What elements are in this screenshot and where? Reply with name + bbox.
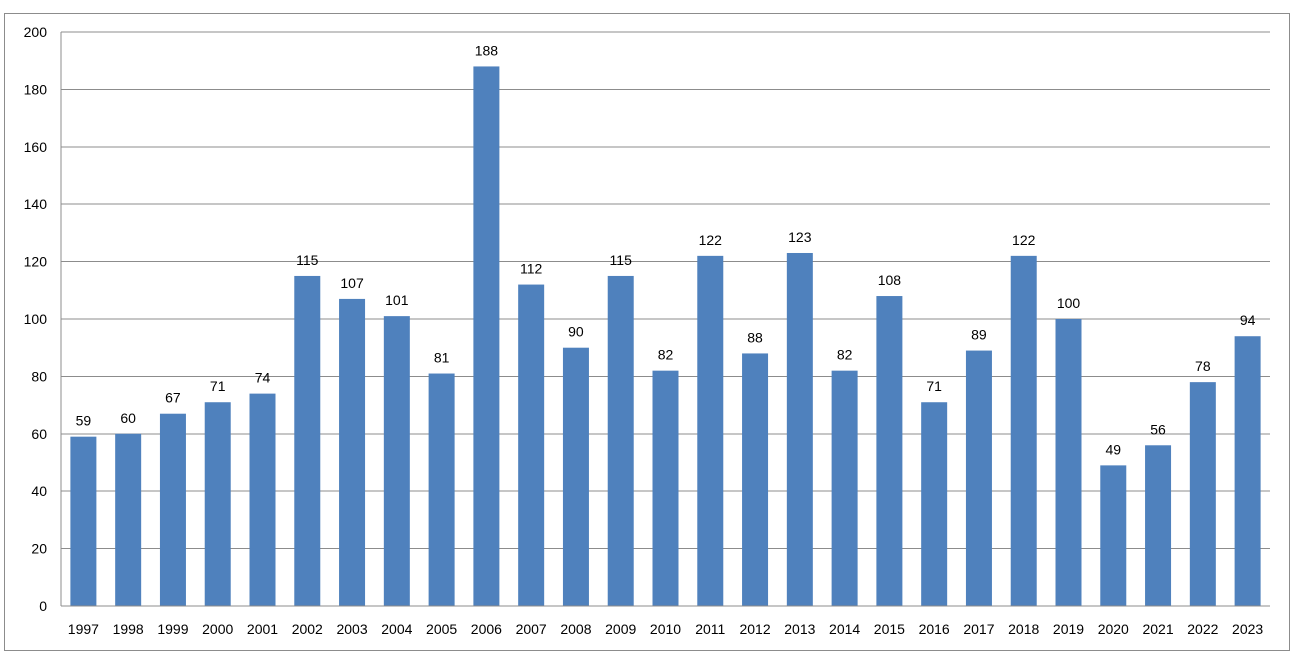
bar	[473, 66, 500, 606]
y-tick-label: 20	[31, 541, 47, 557]
bar	[1055, 319, 1082, 606]
data-label: 188	[475, 42, 499, 58]
y-tick-label: 40	[31, 483, 47, 499]
bar	[1010, 255, 1037, 607]
y-tick-label: 140	[24, 196, 48, 212]
y-tick-label: 100	[24, 311, 48, 327]
x-tick-label: 2018	[1008, 621, 1039, 637]
data-label: 101	[385, 292, 409, 308]
x-tick-label: 2002	[292, 621, 323, 637]
data-label: 115	[296, 252, 319, 268]
data-label: 71	[210, 378, 226, 394]
y-tick-label: 80	[31, 368, 47, 384]
bar	[518, 284, 545, 606]
x-tick-label: 2011	[695, 621, 725, 637]
x-tick-label: 2004	[381, 621, 412, 637]
data-label: 67	[165, 390, 181, 406]
bar	[1100, 465, 1127, 606]
x-tick-label: 2008	[560, 621, 591, 637]
y-tick-label: 160	[24, 139, 48, 155]
bar	[921, 402, 948, 606]
data-label: 88	[747, 329, 763, 345]
x-tick-label: 2022	[1187, 621, 1218, 637]
x-tick-label: 2016	[919, 621, 950, 637]
y-tick-label: 180	[24, 81, 48, 97]
x-tick-label: 2017	[963, 621, 994, 637]
data-label: 112	[520, 261, 543, 277]
bar	[652, 370, 679, 606]
x-tick-label: 1999	[157, 621, 188, 637]
data-label: 78	[1195, 358, 1211, 374]
data-label: 100	[1057, 295, 1081, 311]
data-label: 94	[1240, 312, 1256, 328]
x-tick-label: 2021	[1142, 621, 1173, 637]
y-tick-label: 200	[24, 24, 48, 40]
bar	[1189, 382, 1216, 606]
data-label: 71	[926, 378, 942, 394]
x-tick-label: 2007	[516, 621, 547, 637]
x-tick-label: 2015	[874, 621, 905, 637]
bar	[562, 347, 589, 606]
x-tick-label: 2009	[605, 621, 636, 637]
data-label: 122	[699, 232, 723, 248]
x-tick-label: 2000	[202, 621, 233, 637]
x-tick-label: 2014	[829, 621, 860, 637]
data-label: 49	[1105, 441, 1121, 457]
x-tick-label: 2013	[784, 621, 815, 637]
y-tick-label: 120	[24, 254, 48, 270]
data-label: 82	[658, 347, 674, 363]
bar	[965, 350, 992, 606]
bar	[159, 413, 186, 606]
x-tick-label: 2019	[1053, 621, 1084, 637]
bar	[1145, 445, 1172, 606]
data-label: 108	[878, 272, 902, 288]
bar	[339, 298, 366, 606]
data-label: 90	[568, 324, 584, 340]
data-label: 82	[837, 347, 853, 363]
data-label: 107	[340, 275, 364, 291]
data-label: 74	[255, 370, 271, 386]
data-label: 122	[1012, 232, 1036, 248]
x-tick-label: 2003	[336, 621, 367, 637]
data-label: 56	[1150, 421, 1166, 437]
bar	[697, 255, 724, 607]
x-tick-label: 2001	[247, 621, 278, 637]
bar	[383, 316, 410, 606]
bar	[70, 436, 97, 606]
data-label: 115	[610, 252, 633, 268]
data-label: 123	[788, 229, 812, 245]
x-tick-label: 1998	[113, 621, 144, 637]
y-tick-label: 0	[39, 598, 47, 614]
data-label: 89	[971, 327, 987, 343]
bar	[742, 353, 769, 606]
x-tick-label: 2005	[426, 621, 457, 637]
bar	[249, 393, 276, 606]
data-label: 81	[434, 350, 450, 366]
x-tick-label: 2010	[650, 621, 681, 637]
bar	[115, 433, 142, 606]
bar	[876, 296, 903, 606]
bar	[1234, 336, 1261, 606]
bar	[607, 275, 634, 606]
y-tick-label: 60	[31, 426, 47, 442]
bar	[204, 402, 231, 606]
bar	[428, 373, 455, 606]
data-label: 59	[76, 413, 92, 429]
x-tick-label: 2020	[1098, 621, 1129, 637]
x-tick-label: 1997	[68, 621, 99, 637]
x-tick-label: 2012	[739, 621, 770, 637]
x-tick-label: 2023	[1232, 621, 1263, 637]
bar	[786, 252, 813, 607]
x-tick-label: 2006	[471, 621, 502, 637]
bar	[294, 275, 321, 606]
bar	[831, 370, 858, 606]
data-label: 60	[120, 410, 136, 426]
